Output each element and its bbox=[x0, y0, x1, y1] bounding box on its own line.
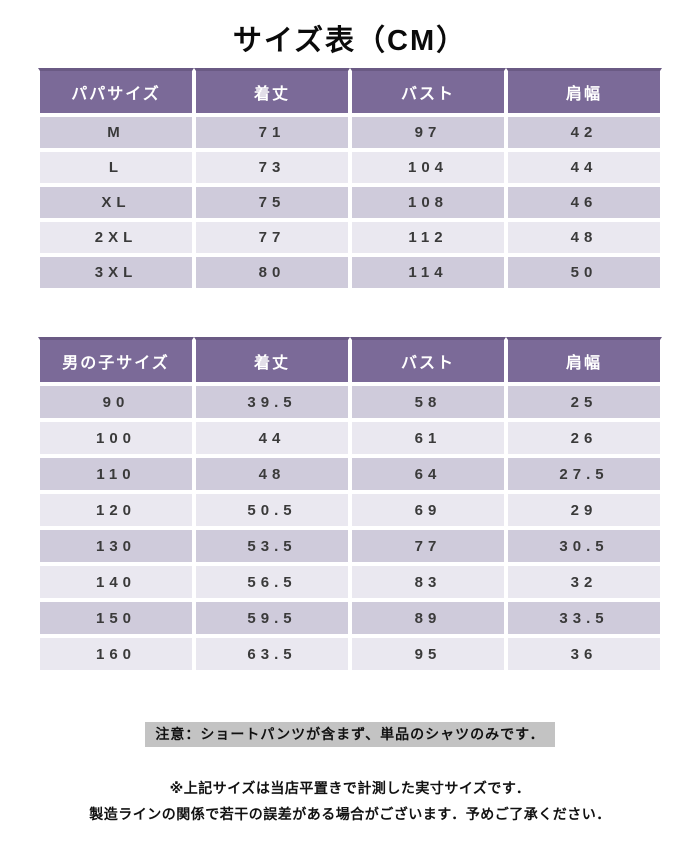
table-cell: 160 bbox=[38, 636, 194, 672]
table-cell: 97 bbox=[350, 115, 506, 150]
table-cell: L bbox=[38, 150, 194, 185]
column-header-bust: バスト bbox=[350, 68, 506, 115]
table-cell: 26 bbox=[506, 420, 662, 456]
table-cell: 27.5 bbox=[506, 456, 662, 492]
boys-size-table-section: 男の子サイズ 着丈 バスト 肩幅 90 39.5 58 25 100 44 61… bbox=[38, 337, 662, 672]
column-header-size: 男の子サイズ bbox=[38, 337, 194, 384]
column-header-length: 着丈 bbox=[194, 337, 350, 384]
note-line-2: 製造ラインの関係で若干の誤差がある場合がございます．予めご了承ください． bbox=[89, 806, 611, 822]
table-cell: 104 bbox=[350, 150, 506, 185]
table-cell: 36 bbox=[506, 636, 662, 672]
table-cell: 29 bbox=[506, 492, 662, 528]
table-row: XL 75 108 46 bbox=[38, 185, 662, 220]
table-cell: 83 bbox=[350, 564, 506, 600]
table-cell: 53.5 bbox=[194, 528, 350, 564]
column-header-length: 着丈 bbox=[194, 68, 350, 115]
table-cell: 25 bbox=[506, 384, 662, 420]
table-cell: 77 bbox=[194, 220, 350, 255]
table-cell: 108 bbox=[350, 185, 506, 220]
table-cell: XL bbox=[38, 185, 194, 220]
table-row: 2XL 77 112 48 bbox=[38, 220, 662, 255]
table-cell: 39.5 bbox=[194, 384, 350, 420]
papa-size-table-section: パパサイズ 着丈 バスト 肩幅 M 71 97 42 L 73 104 44 X… bbox=[38, 68, 662, 290]
table-cell: 32 bbox=[506, 564, 662, 600]
table-cell: 44 bbox=[506, 150, 662, 185]
note-line-1: ※上記サイズは当店平置きで計測した実寸サイズです． bbox=[169, 780, 531, 796]
papa-size-table: パパサイズ 着丈 バスト 肩幅 M 71 97 42 L 73 104 44 X… bbox=[38, 68, 662, 290]
column-header-shoulder: 肩幅 bbox=[506, 68, 662, 115]
table-cell: 89 bbox=[350, 600, 506, 636]
table-cell: M bbox=[38, 115, 194, 150]
table-cell: 44 bbox=[194, 420, 350, 456]
table-cell: 30.5 bbox=[506, 528, 662, 564]
page-title: サイズ表（CM） bbox=[232, 25, 468, 57]
table-cell: 90 bbox=[38, 384, 194, 420]
table-cell: 56.5 bbox=[194, 564, 350, 600]
caution-note-row: 注意：ショートパンツが含まず、単品のシャツのみです． bbox=[0, 722, 700, 747]
table-row: M 71 97 42 bbox=[38, 115, 662, 150]
header-row: 男の子サイズ 着丈 バスト 肩幅 bbox=[38, 337, 662, 384]
column-header-size: パパサイズ bbox=[38, 68, 194, 115]
table-cell: 64 bbox=[350, 456, 506, 492]
table-cell: 58 bbox=[350, 384, 506, 420]
table-row: 110 48 64 27.5 bbox=[38, 456, 662, 492]
footnotes: ※上記サイズは当店平置きで計測した実寸サイズです． 製造ラインの関係で若干の誤差… bbox=[0, 775, 700, 827]
table-cell: 130 bbox=[38, 528, 194, 564]
column-header-shoulder: 肩幅 bbox=[506, 337, 662, 384]
header-row: パパサイズ 着丈 バスト 肩幅 bbox=[38, 68, 662, 115]
table-cell: 80 bbox=[194, 255, 350, 290]
table-cell: 42 bbox=[506, 115, 662, 150]
table-row: 90 39.5 58 25 bbox=[38, 384, 662, 420]
table-cell: 120 bbox=[38, 492, 194, 528]
table-cell: 48 bbox=[506, 220, 662, 255]
table-cell: 71 bbox=[194, 115, 350, 150]
column-header-bust: バスト bbox=[350, 337, 506, 384]
table-cell: 61 bbox=[350, 420, 506, 456]
table-cell: 110 bbox=[38, 456, 194, 492]
table-cell: 59.5 bbox=[194, 600, 350, 636]
table-cell: 114 bbox=[350, 255, 506, 290]
table-cell: 77 bbox=[350, 528, 506, 564]
table-cell: 100 bbox=[38, 420, 194, 456]
table-cell: 2XL bbox=[38, 220, 194, 255]
note-highlighted: 注意：ショートパンツが含まず、単品のシャツのみです． bbox=[145, 722, 555, 747]
table-cell: 95 bbox=[350, 636, 506, 672]
table-cell: 46 bbox=[506, 185, 662, 220]
table-cell: 48 bbox=[194, 456, 350, 492]
table-row: 100 44 61 26 bbox=[38, 420, 662, 456]
table-cell: 75 bbox=[194, 185, 350, 220]
table-cell: 63.5 bbox=[194, 636, 350, 672]
table-cell: 50 bbox=[506, 255, 662, 290]
table-cell: 112 bbox=[350, 220, 506, 255]
boys-size-table: 男の子サイズ 着丈 バスト 肩幅 90 39.5 58 25 100 44 61… bbox=[38, 337, 662, 672]
table-cell: 140 bbox=[38, 564, 194, 600]
table-row: 150 59.5 89 33.5 bbox=[38, 600, 662, 636]
table-cell: 73 bbox=[194, 150, 350, 185]
table-cell: 33.5 bbox=[506, 600, 662, 636]
table-cell: 50.5 bbox=[194, 492, 350, 528]
table-row: 140 56.5 83 32 bbox=[38, 564, 662, 600]
table-row: 3XL 80 114 50 bbox=[38, 255, 662, 290]
table-row: L 73 104 44 bbox=[38, 150, 662, 185]
table-cell: 69 bbox=[350, 492, 506, 528]
table-cell: 3XL bbox=[38, 255, 194, 290]
table-row: 130 53.5 77 30.5 bbox=[38, 528, 662, 564]
table-row: 120 50.5 69 29 bbox=[38, 492, 662, 528]
table-cell: 150 bbox=[38, 600, 194, 636]
table-row: 160 63.5 95 36 bbox=[38, 636, 662, 672]
